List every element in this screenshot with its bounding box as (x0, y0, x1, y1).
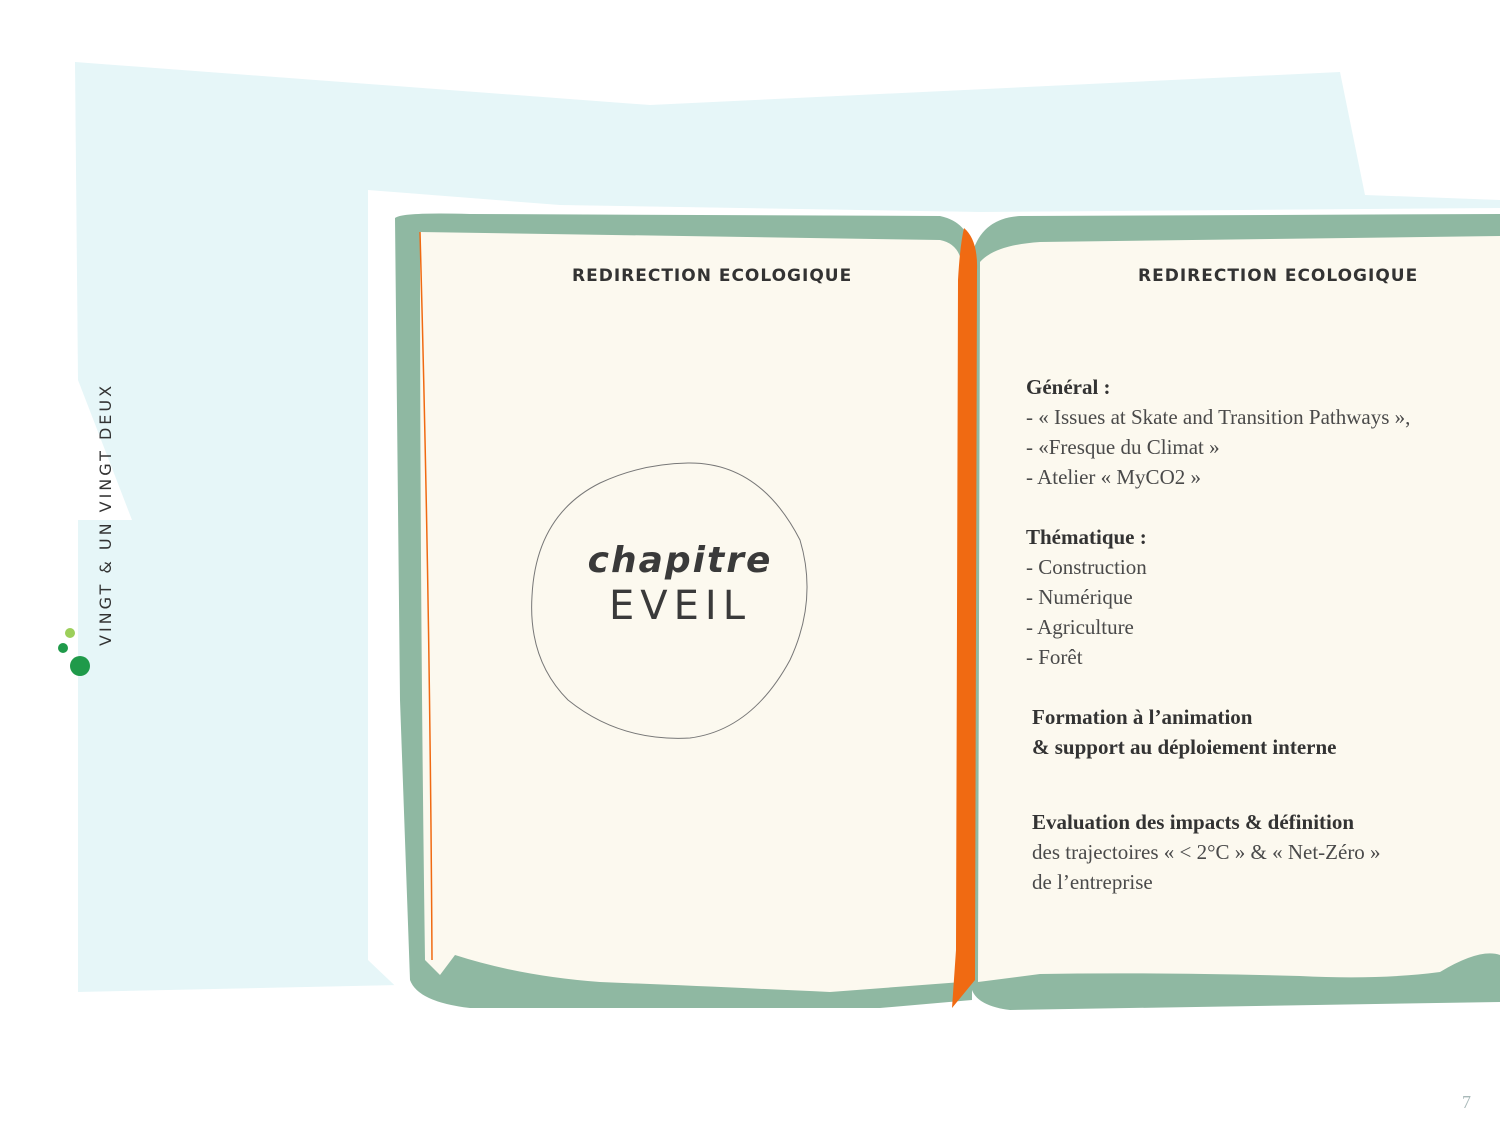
chapter-circle (531, 462, 808, 739)
chapter-label: chapitre EVEIL (560, 540, 800, 629)
list-item: - Numérique (1026, 585, 1133, 609)
page-number: 7 (1462, 1092, 1471, 1112)
list-item: - «Fresque du Climat » (1026, 435, 1220, 459)
chapter-word: chapitre (587, 540, 773, 581)
left-page-header: REDIRECTION ECOLOGIQUE (572, 266, 853, 286)
formation-line2: & support au déploiement interne (1032, 735, 1337, 759)
formation-section: Formation à l’animation & support au dép… (1026, 702, 1496, 762)
list-item: - Forêt (1026, 645, 1083, 669)
list-item: - Atelier « MyCO2 » (1026, 465, 1201, 489)
general-section: Général : - « Issues at Skate and Transi… (1026, 372, 1496, 492)
formation-line1: Formation à l’animation (1032, 705, 1253, 729)
evaluation-title: Evaluation des impacts & définition (1032, 810, 1355, 834)
list-item: - Agriculture (1026, 615, 1134, 639)
general-title: Général : (1026, 375, 1111, 399)
ribbon-bookmark (952, 228, 978, 1008)
chapter-title: EVEIL (609, 583, 751, 629)
left-page (420, 232, 962, 992)
brand-name: VINGT & UN VINGT DEUX (96, 382, 115, 646)
right-page-content: Général : - « Issues at Skate and Transi… (1026, 372, 1496, 927)
brand-logo-icon (58, 628, 90, 676)
evaluation-line3: de l’entreprise (1032, 870, 1153, 894)
thematique-section: Thématique : - Construction - Numérique … (1026, 522, 1496, 672)
right-page (978, 236, 1500, 982)
right-page-header: REDIRECTION ECOLOGIQUE (1138, 266, 1419, 286)
brand-mark (50, 400, 110, 690)
evaluation-line2: des trajectoires « < 2°C » & « Net-Zéro … (1032, 840, 1381, 864)
list-item: - « Issues at Skate and Transition Pathw… (1026, 405, 1411, 429)
evaluation-section: Evaluation des impacts & définition des … (1026, 807, 1496, 897)
list-item: - Construction (1026, 555, 1147, 579)
thematique-title: Thématique : (1026, 525, 1147, 549)
